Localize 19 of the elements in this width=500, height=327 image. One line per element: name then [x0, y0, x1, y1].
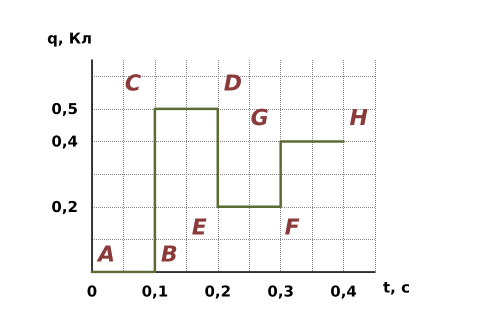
annotation: D: [224, 71, 242, 96]
y-axis-title: q, Кл: [47, 30, 92, 48]
annotation: C: [124, 71, 142, 96]
line-series: [90, 108, 345, 274]
annotation: G: [250, 106, 269, 132]
x-tick-label: 0,1: [142, 282, 168, 300]
x-tick-label: 0,2: [204, 282, 232, 300]
x-axis-title: t, с: [383, 278, 410, 296]
annotation: F: [284, 215, 300, 240]
annotation: H: [350, 106, 368, 132]
x-tick-label: 0: [86, 282, 98, 300]
annotation: A: [96, 242, 116, 268]
x-tick-label: 0,3: [267, 282, 294, 300]
annotation: E: [192, 215, 207, 240]
annotation: B: [160, 242, 178, 268]
y-tick-label: 0,4: [51, 132, 78, 151]
x-tick-label: 0,4: [330, 282, 357, 300]
y-tick-label: 0,5: [51, 100, 78, 118]
y-tick-label: 0,2: [51, 198, 78, 216]
